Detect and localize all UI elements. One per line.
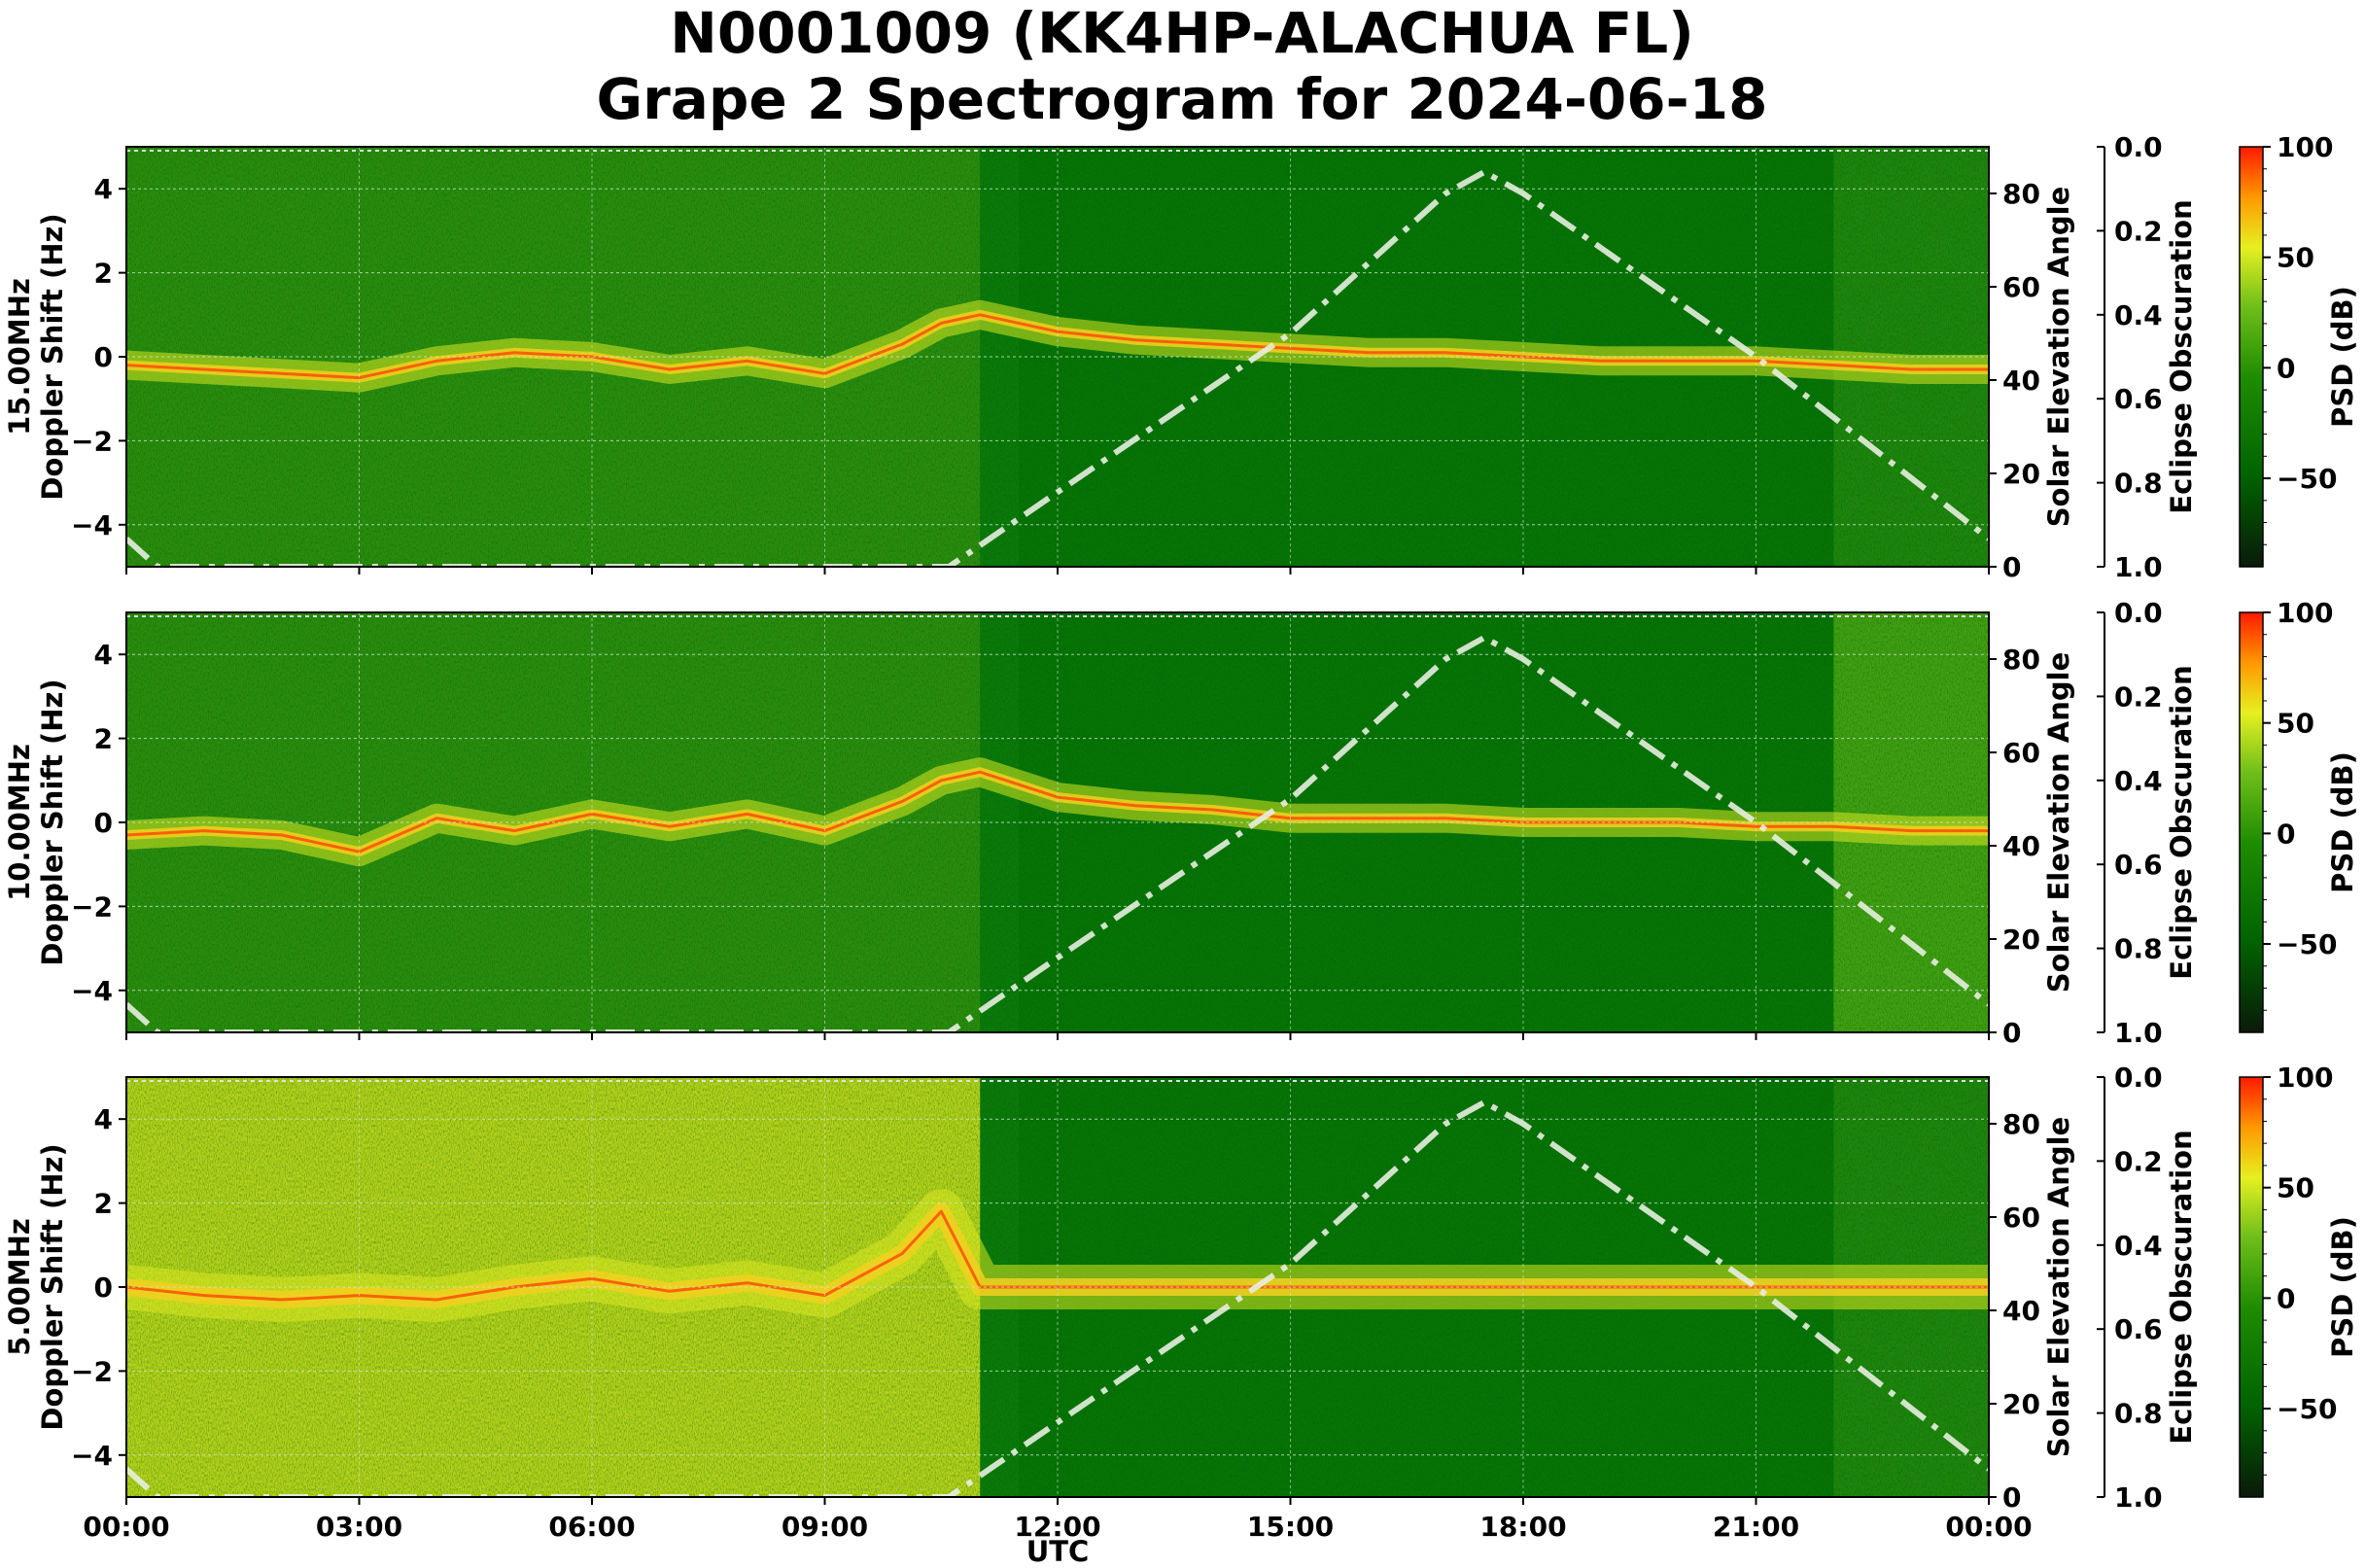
- psd-colorbar: [2239, 611, 2264, 1033]
- y-tick-label: −4: [71, 1440, 113, 1472]
- eclipse-tick-label: 0.2: [2114, 215, 2163, 247]
- elev-tick-label: 80: [2002, 644, 2040, 676]
- eclipse-tick-label: 0.4: [2114, 1230, 2163, 1262]
- eclipse-tick-label: 0.0: [2114, 131, 2163, 163]
- solar-elevation-axis-label: Solar Elevation Angle: [2042, 187, 2075, 528]
- y-tick-label: 0: [94, 807, 113, 839]
- y-tick-label: −4: [71, 509, 113, 541]
- psd-axis-label: PSD (dB): [2326, 1216, 2359, 1358]
- psd-tick-label: 50: [2277, 1172, 2314, 1204]
- eclipse-tick-label: 0.0: [2114, 1062, 2163, 1094]
- elev-tick-label: 20: [2002, 923, 2040, 956]
- eclipse-tick-label: 0.8: [2114, 933, 2163, 965]
- x-tick-label: 00:00: [83, 1511, 169, 1543]
- eclipse-axis-label: Eclipse Obscuration: [2165, 665, 2198, 979]
- x-tick-label: 15:00: [1247, 1511, 1334, 1543]
- x-tick-label: 06:00: [548, 1511, 635, 1543]
- eclipse-tick-label: 0.4: [2114, 299, 2163, 331]
- elev-tick-label: 60: [2002, 1202, 2040, 1234]
- psd-tick-label: 100: [2277, 1062, 2333, 1094]
- eclipse-axis-label: Eclipse Obscuration: [2165, 1130, 2198, 1444]
- psd-tick-label: −50: [2277, 928, 2337, 960]
- solar-elevation-axis-label: Solar Elevation Angle: [2042, 652, 2075, 993]
- eclipse-tick-label: 0.2: [2114, 1145, 2163, 1177]
- elev-tick-label: 0: [2002, 1017, 2021, 1049]
- eclipse-axis-label: Eclipse Obscuration: [2165, 199, 2198, 513]
- psd-tick-label: 0: [2277, 352, 2295, 384]
- y-axis-freq-label: 5.00MHz: [3, 1218, 36, 1356]
- y-tick-label: −2: [71, 890, 113, 923]
- y-axis-label: Doppler Shift (Hz): [36, 213, 69, 500]
- doppler-trace-core: [125, 313, 1989, 380]
- eclipse-tick-label: 1.0: [2114, 1017, 2163, 1049]
- y-tick-label: 4: [94, 1103, 113, 1135]
- solar-elevation-axis-label: Solar Elevation Angle: [2042, 1117, 2075, 1458]
- elev-tick-label: 60: [2002, 271, 2040, 303]
- eclipse-tick-label: 0.6: [2114, 1313, 2163, 1345]
- psd-tick-label: 100: [2277, 131, 2333, 163]
- elev-tick-label: 0: [2002, 1481, 2021, 1514]
- psd-tick-label: −50: [2277, 1393, 2337, 1425]
- y-tick-label: −2: [71, 1355, 113, 1387]
- elev-tick-label: 40: [2002, 365, 2040, 397]
- x-tick-label: 09:00: [782, 1511, 868, 1543]
- y-tick-label: 2: [94, 258, 113, 290]
- psd-axis-label: PSD (dB): [2326, 286, 2359, 428]
- eclipse-tick-label: 0.4: [2114, 765, 2163, 797]
- y-tick-label: 0: [94, 341, 113, 373]
- x-tick-label: 12:00: [1014, 1511, 1100, 1543]
- psd-tick-label: 0: [2277, 818, 2295, 850]
- y-tick-label: 0: [94, 1272, 113, 1304]
- y-tick-label: 4: [94, 639, 113, 671]
- y-tick-label: −2: [71, 425, 113, 457]
- eclipse-tick-label: 0.2: [2114, 680, 2163, 713]
- panel-2: 420−2−45.00MHz Doppler Shift (Hz)80604020…: [3, 1062, 2359, 1543]
- elev-tick-label: 80: [2002, 1108, 2040, 1140]
- panels: 420−2−415.00MHz Doppler Shift (Hz)8060402…: [3, 131, 2359, 1543]
- psd-tick-label: 50: [2277, 708, 2314, 740]
- psd-tick-label: −50: [2277, 463, 2337, 495]
- x-tick-label: 18:00: [1479, 1511, 1566, 1543]
- elev-tick-label: 0: [2002, 551, 2021, 583]
- psd-axis-label: PSD (dB): [2326, 751, 2359, 893]
- eclipse-tick-label: 1.0: [2114, 1481, 2163, 1514]
- y-tick-label: 2: [94, 723, 113, 755]
- y-axis-label: Doppler Shift (Hz): [36, 1143, 69, 1430]
- eclipse-tick-label: 1.0: [2114, 551, 2163, 583]
- chart-title-line2: Grape 2 Spectrogram for 2024-06-18: [597, 66, 1768, 132]
- psd-tick-label: 50: [2277, 242, 2314, 274]
- x-tick-label: 03:00: [316, 1511, 402, 1543]
- psd-tick-label: 100: [2277, 597, 2333, 629]
- psd-colorbar: [2239, 146, 2264, 568]
- eclipse-tick-label: 0.0: [2114, 597, 2163, 629]
- chart-title-line1: N0001009 (KK4HP-ALACHUA FL): [670, 0, 1693, 66]
- eclipse-tick-label: 0.6: [2114, 849, 2163, 881]
- elev-tick-label: 40: [2002, 1295, 2040, 1327]
- psd-tick-label: 0: [2277, 1282, 2295, 1314]
- x-tick-label: 21:00: [1713, 1511, 1799, 1543]
- y-axis-freq-label: 15.00MHz: [3, 278, 36, 436]
- y-axis-freq-label: 10.00MHz: [3, 744, 36, 901]
- psd-colorbar: [2239, 1076, 2264, 1498]
- eclipse-tick-label: 0.6: [2114, 383, 2163, 415]
- x-axis-label: UTC: [1026, 1535, 1090, 1568]
- eclipse-tick-label: 0.8: [2114, 1398, 2163, 1430]
- elev-tick-label: 40: [2002, 830, 2040, 862]
- eclipse-tick-label: 0.8: [2114, 468, 2163, 500]
- panel-1: 420−2−410.00MHz Doppler Shift (Hz)8060402…: [3, 597, 2359, 1049]
- y-tick-label: 2: [94, 1188, 113, 1220]
- x-tick-label: 00:00: [1945, 1511, 2032, 1543]
- elev-tick-label: 80: [2002, 178, 2040, 210]
- panel-0: 420−2−415.00MHz Doppler Shift (Hz)8060402…: [3, 131, 2359, 583]
- elev-tick-label: 60: [2002, 737, 2040, 769]
- y-axis-label: Doppler Shift (Hz): [36, 679, 69, 965]
- y-tick-label: 4: [94, 173, 113, 205]
- doppler-trace-core: [125, 770, 1989, 854]
- elev-tick-label: 20: [2002, 458, 2040, 490]
- elev-tick-label: 20: [2002, 1388, 2040, 1420]
- y-tick-label: −4: [71, 975, 113, 1007]
